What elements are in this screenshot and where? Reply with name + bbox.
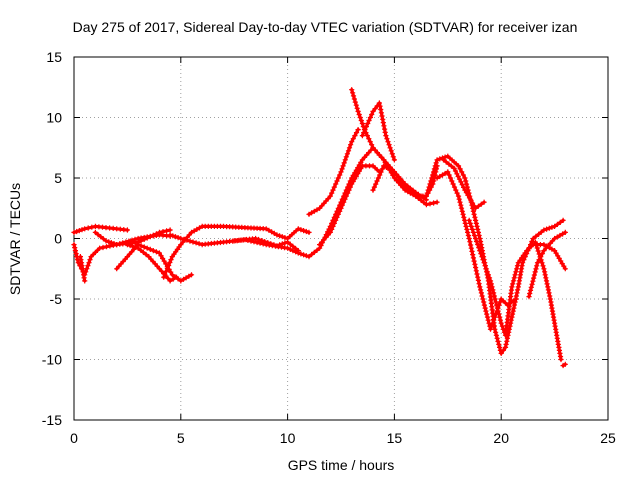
series-arc-16: [434, 169, 519, 332]
series-markers: [532, 239, 564, 363]
series-arc-3: [77, 254, 88, 284]
series-arc-8: [167, 145, 440, 260]
x-tick-label: 20: [493, 430, 509, 446]
series-markers: [77, 254, 88, 284]
series-arc-11: [317, 163, 382, 248]
y-tick-label: -10: [42, 352, 62, 368]
x-tick-label: 25: [600, 430, 616, 446]
series-arc-17: [440, 157, 487, 211]
series-markers: [359, 100, 397, 163]
series-line: [168, 146, 439, 259]
series-markers: [231, 235, 301, 254]
y-tick-label: -5: [50, 291, 63, 307]
series-markers: [317, 163, 382, 248]
x-tick-label: 10: [280, 430, 296, 446]
series-markers: [92, 227, 173, 248]
series-arc-14: [370, 163, 440, 208]
series-markers: [167, 145, 440, 260]
axis-ticks: [73, 56, 609, 421]
series-arc-13: [359, 100, 397, 163]
series-markers: [306, 127, 361, 217]
y-tick-label: 5: [54, 170, 62, 186]
series-arc-2: [71, 232, 173, 278]
x-axis-label: GPS time / hours: [288, 457, 395, 473]
series-arc-7: [161, 223, 312, 280]
data-series: [71, 87, 568, 369]
y-tick-label: -15: [42, 412, 62, 428]
y-axis-label: SDTVAR / TECUs: [7, 183, 23, 295]
grid-lines: [74, 57, 608, 420]
series-markers: [71, 223, 130, 235]
x-tick-label: 0: [70, 430, 78, 446]
series-markers: [434, 169, 519, 332]
series-arc-10: [306, 127, 361, 217]
series-line: [435, 170, 518, 331]
series-line: [441, 158, 486, 210]
series-markers: [466, 217, 568, 338]
y-tick-label: 0: [54, 231, 62, 247]
series-markers: [423, 153, 566, 356]
tick-labels: 0 5 10 15 20 25 -15 -10 -5 0 5 10 15: [42, 49, 616, 446]
series-arc-1: [71, 223, 130, 235]
x-tick-label: 15: [387, 430, 403, 446]
chart-title: Day 275 of 2017, Sidereal Day-to-day VTE…: [73, 19, 578, 35]
series-markers: [161, 223, 312, 280]
series-line: [467, 218, 567, 337]
y-tick-label: 10: [46, 110, 62, 126]
series-markers: [560, 361, 568, 369]
y-tick-label: 15: [46, 49, 62, 65]
series-arc-21: [560, 361, 568, 369]
series-markers: [71, 232, 173, 278]
series-markers: [370, 163, 440, 208]
series-arc-4: [114, 242, 195, 284]
series-arc-15: [423, 153, 566, 356]
series-markers: [440, 157, 487, 211]
series-arc-20: [532, 239, 564, 363]
series-arc-9: [231, 235, 301, 254]
x-tick-label: 5: [177, 430, 185, 446]
